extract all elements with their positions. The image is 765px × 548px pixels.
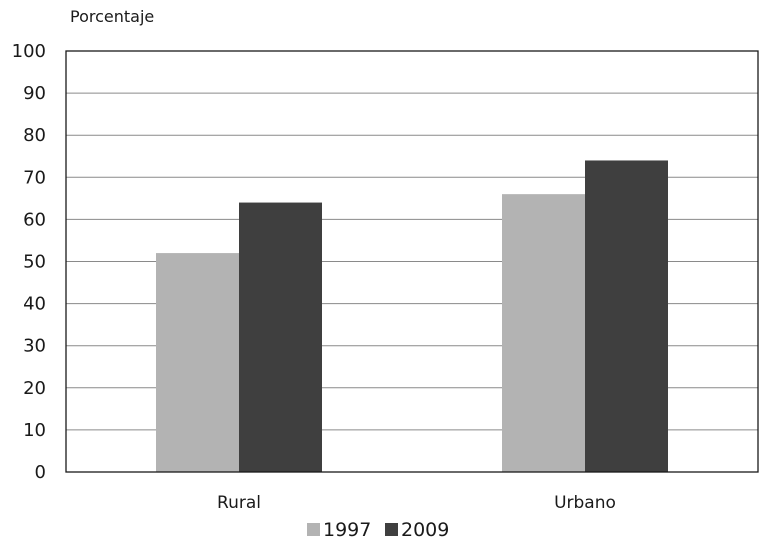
x-category-label: Urbano (554, 493, 616, 513)
y-tick-label: 20 (23, 378, 46, 399)
x-category-label: Rural (217, 493, 261, 513)
y-tick-label: 70 (23, 167, 46, 188)
y-tick-label: 30 (23, 336, 46, 357)
legend: 1997 2009 (307, 519, 449, 541)
y-tick-label: 40 (23, 294, 46, 315)
y-axis-title: Porcentaje (70, 7, 154, 26)
bar-1997-rural (156, 253, 239, 472)
y-tick-label: 80 (23, 125, 46, 146)
legend-swatch-2009 (385, 523, 398, 536)
bar-2009-urbano (585, 160, 668, 472)
plot-frame (65, 50, 759, 473)
y-tick-label: 100 (12, 41, 46, 62)
legend-swatch-1997 (307, 523, 320, 536)
y-tick-label: 90 (23, 83, 46, 104)
bar-2009-rural (239, 202, 322, 472)
bars (156, 160, 668, 472)
x-axis-categories: Rural Urbano (217, 493, 616, 513)
y-tick-label: 10 (23, 420, 46, 441)
y-tick-label: 0 (35, 462, 46, 483)
y-tick-label: 50 (23, 252, 46, 273)
legend-label: 1997 (323, 519, 371, 541)
y-axis-ticks: 0 10 20 30 40 50 60 70 80 90 100 (12, 41, 46, 483)
legend-label: 2009 (401, 519, 449, 541)
bar-1997-urbano (502, 194, 585, 472)
y-tick-label: 60 (23, 209, 46, 230)
